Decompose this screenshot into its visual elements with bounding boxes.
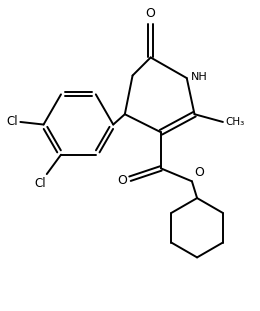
- Text: NH: NH: [191, 72, 207, 82]
- Text: CH₃: CH₃: [225, 117, 244, 127]
- Text: O: O: [146, 7, 155, 20]
- Text: O: O: [194, 166, 204, 179]
- Text: O: O: [118, 174, 127, 187]
- Text: Cl: Cl: [6, 115, 18, 128]
- Text: Cl: Cl: [34, 177, 46, 190]
